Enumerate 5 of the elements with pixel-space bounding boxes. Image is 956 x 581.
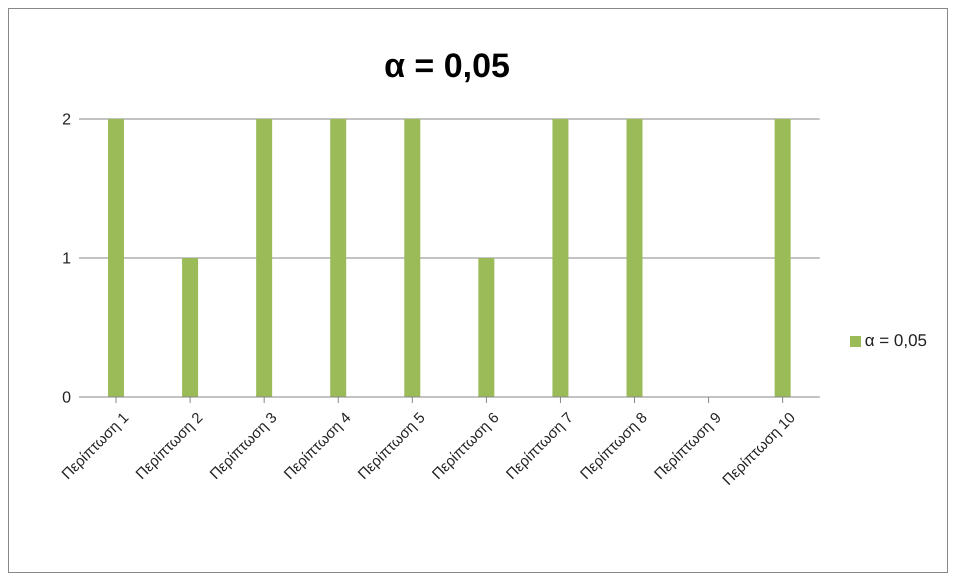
y-tick-label: 0 [62,390,72,407]
legend-label: α = 0,05 [864,330,927,350]
y-tick-label: 1 [62,250,72,268]
chart-title: α = 0,05 [383,47,511,86]
y-tick-label: 2 [62,112,72,129]
